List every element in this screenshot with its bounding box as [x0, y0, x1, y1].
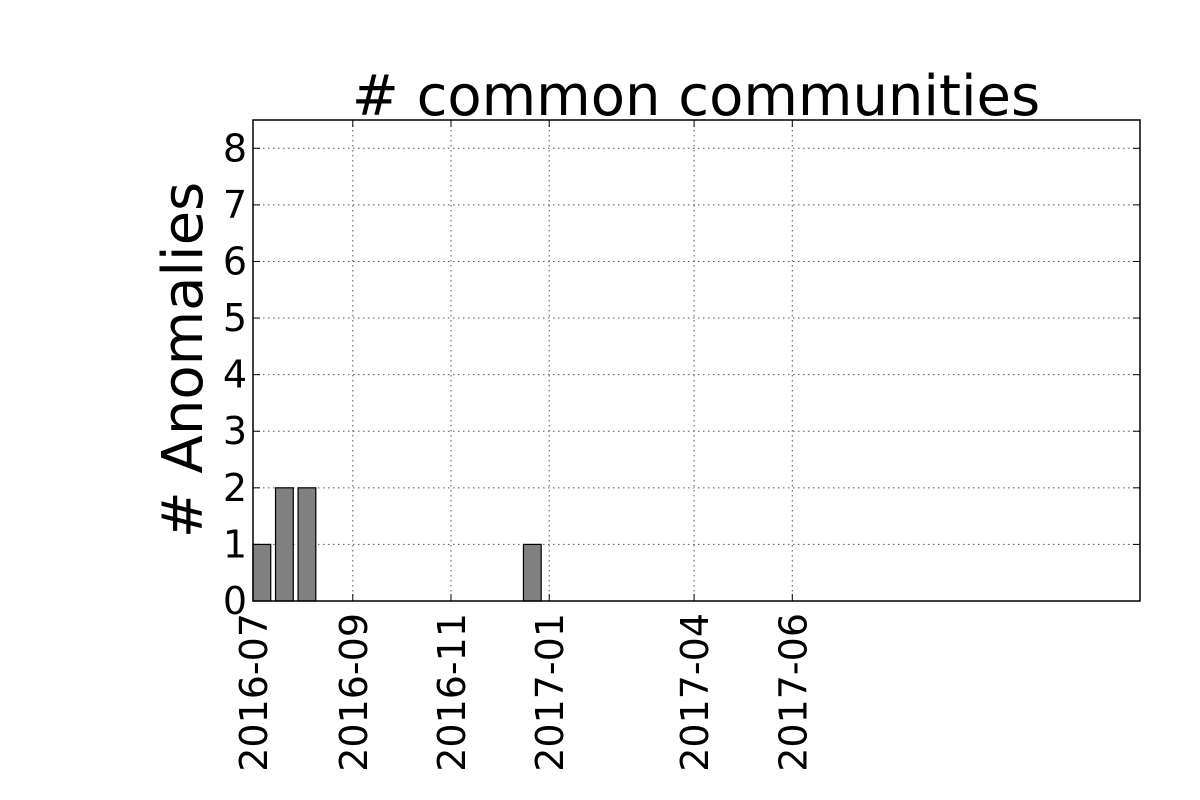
- grid: [253, 120, 1140, 601]
- y-ticks: 0 1 2 3 4 5 6 7 8: [223, 126, 1140, 623]
- y-tick-label: 6: [223, 239, 247, 283]
- y-axis-label: # Anomalies: [151, 182, 216, 538]
- plot-frame: [252, 119, 1141, 602]
- y-tick-label: 1: [223, 522, 247, 566]
- x-tick-label: 2017-04: [673, 613, 717, 772]
- y-tick-label: 3: [223, 409, 247, 453]
- x-tick-label: 2017-06: [771, 613, 815, 772]
- bars: [252, 487, 542, 602]
- bar: [522, 543, 542, 602]
- bar: [274, 487, 294, 602]
- y-tick-label: 5: [223, 296, 247, 340]
- y-tick-label: 2: [223, 466, 247, 510]
- bar: [297, 487, 317, 602]
- bar: [252, 543, 272, 602]
- y-tick-label: 7: [223, 183, 247, 227]
- x-ticks: 2016-07 2016-09 2016-11 2017-01 2017-04 2017-…: [232, 120, 815, 772]
- y-tick-label: 0: [223, 579, 247, 623]
- x-tick-label: 2017-01: [528, 613, 572, 772]
- y-tick-label: 8: [223, 126, 247, 170]
- y-tick-label: 4: [223, 353, 247, 397]
- x-tick-label: 2016-09: [332, 613, 376, 772]
- x-tick-label: 2016-07: [232, 613, 276, 772]
- chart-title: # common communities: [352, 64, 1040, 129]
- x-tick-label: 2016-11: [430, 613, 474, 772]
